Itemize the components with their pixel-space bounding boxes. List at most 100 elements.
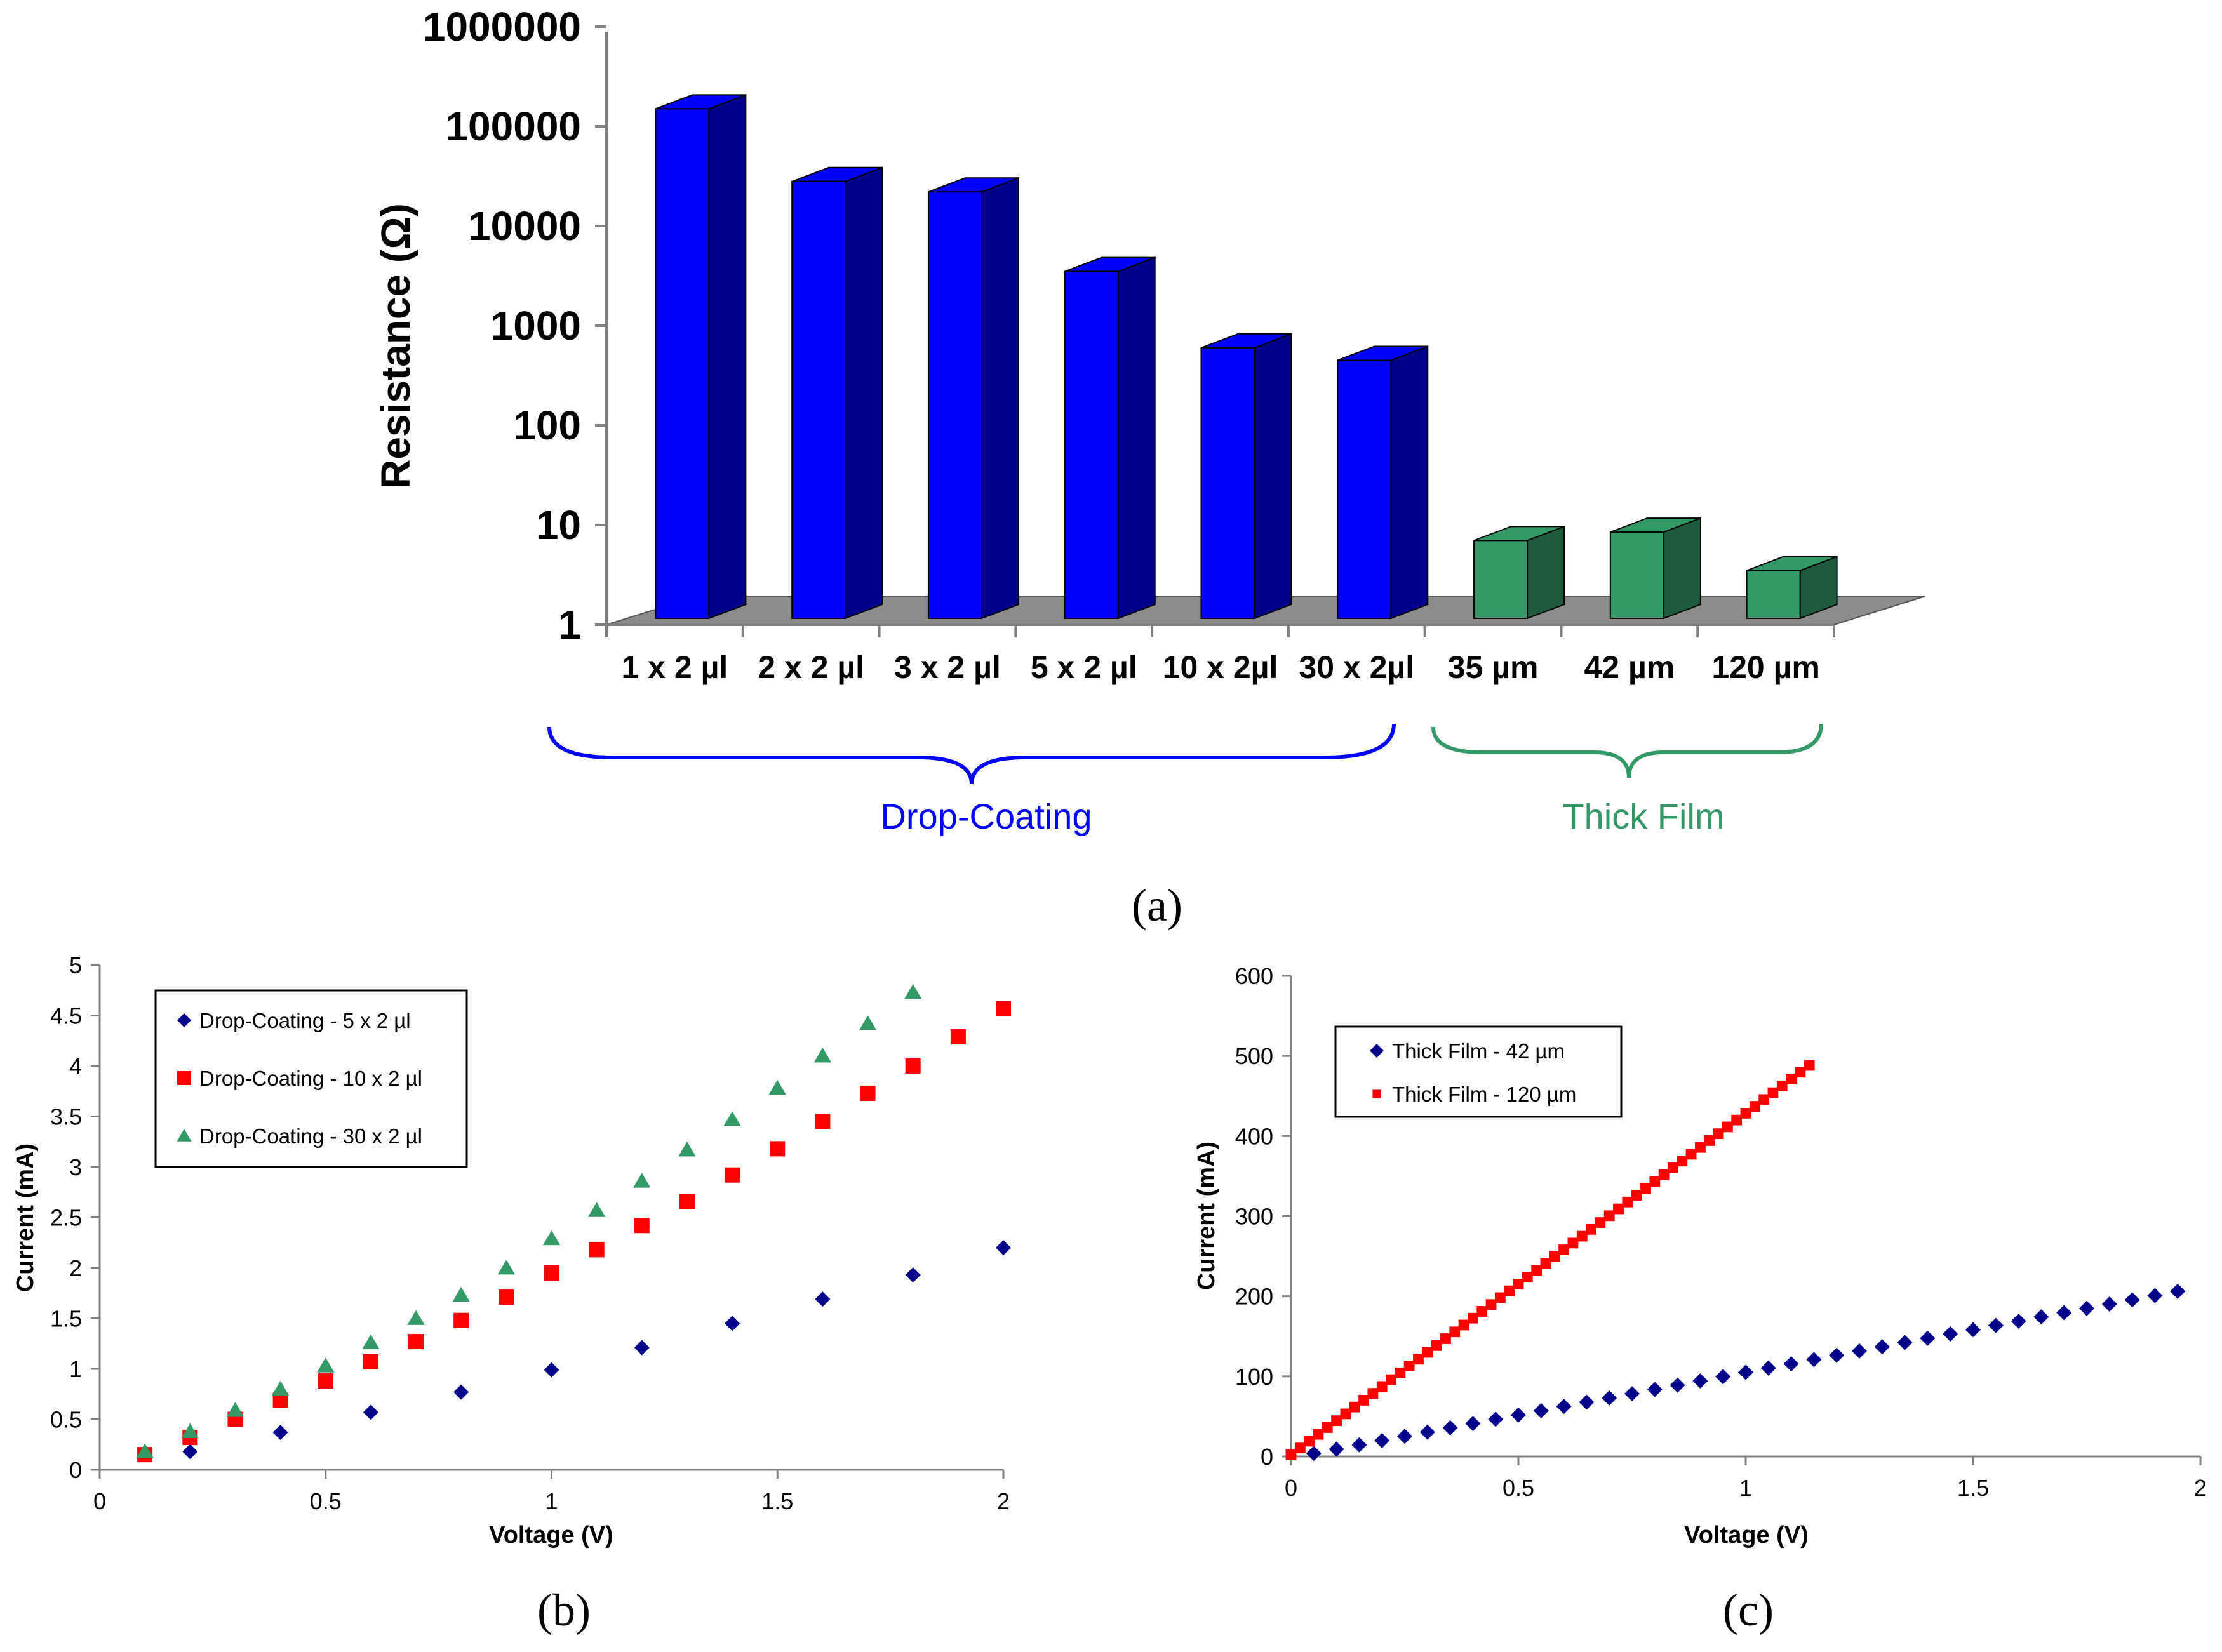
- category-label: 10 x 2µl: [1163, 649, 1278, 685]
- data-point: [1558, 1244, 1569, 1256]
- data-point: [1442, 1420, 1458, 1436]
- x-tick-marks: [605, 625, 1835, 637]
- data-point: [408, 1334, 424, 1350]
- data-point: [1897, 1335, 1913, 1350]
- y-axis-title: Current (mA): [1193, 1142, 1220, 1290]
- data-point: [1685, 1149, 1697, 1160]
- drop-coating-label: Drop-Coating: [880, 796, 1092, 836]
- data-point: [1586, 1223, 1596, 1235]
- x-tick-label: 2: [2194, 1475, 2207, 1501]
- data-point: [317, 1357, 335, 1373]
- x-axis-title: Voltage (V): [1684, 1522, 1809, 1549]
- data-point: [1476, 1306, 1488, 1317]
- data-point: [1786, 1074, 1797, 1084]
- legend: Drop-Coating - 5 x 2 µl Drop-Coating - 10…: [154, 989, 468, 1168]
- bar: [1609, 517, 1701, 620]
- legend-label: Drop-Coating - 10 x 2 µl: [199, 1067, 422, 1090]
- bar-front: [1746, 570, 1801, 619]
- bar-side: [980, 177, 1019, 620]
- data-point: [1829, 1347, 1845, 1363]
- category-label: 5 x 2 µl: [1031, 649, 1137, 685]
- panel-label-a: (a): [1132, 880, 1182, 931]
- data-point: [1413, 1354, 1424, 1365]
- bar: [791, 166, 883, 620]
- bar: [1064, 256, 1156, 620]
- bar-front: [1064, 270, 1119, 620]
- data-point: [271, 1380, 290, 1396]
- data-point: [1965, 1322, 1981, 1338]
- data-point: [1631, 1190, 1642, 1201]
- data-point: [177, 1129, 192, 1142]
- data-point: [182, 1444, 198, 1460]
- y-axis-title: Resistance (Ω): [373, 203, 418, 489]
- data-point: [499, 1289, 514, 1305]
- data-point: [2124, 1292, 2140, 1308]
- data-point: [1449, 1326, 1461, 1338]
- data-point: [177, 1071, 191, 1085]
- data-point: [1677, 1156, 1688, 1167]
- category-label: 3 x 2 µl: [894, 649, 1001, 685]
- data-point: [1329, 1441, 1344, 1457]
- y-tick-label: 2.5: [50, 1205, 82, 1231]
- data-point: [1852, 1343, 1867, 1359]
- data-point: [362, 1334, 380, 1350]
- series: [137, 1001, 1011, 1463]
- legend-label: Thick Film - 42 µm: [1392, 1039, 1565, 1063]
- series: [1285, 1060, 1815, 1460]
- y-tick-label: 100000: [445, 103, 581, 149]
- bar-front: [791, 180, 847, 619]
- data-point: [1783, 1356, 1799, 1372]
- data-point: [226, 1402, 244, 1417]
- y-tick-label: 500: [1235, 1043, 1273, 1069]
- bar: [655, 93, 747, 620]
- data-point: [1540, 1258, 1551, 1269]
- data-point: [544, 1265, 559, 1281]
- bar-front: [927, 191, 982, 619]
- data-point: [2101, 1296, 2117, 1312]
- bar-front: [1337, 359, 1392, 619]
- bar-front: [1609, 531, 1664, 620]
- y-tick-label: 5: [69, 952, 82, 978]
- x-tick-label: 0: [93, 1488, 106, 1514]
- drop-coating-iv-chart: 0 0.5 1 1.5 2 2.5 3 3.5 4 4.5 5 0 0.5 1 1.5 2 Voltage …: [12, 952, 1011, 1635]
- bar-side: [1390, 345, 1429, 620]
- category-label: 30 x 2µl: [1299, 649, 1414, 685]
- y-tick-labels: 0 100 200 300 400 500 600: [1235, 963, 1273, 1470]
- bar: [927, 177, 1019, 620]
- data-point: [181, 1423, 199, 1438]
- data-point: [859, 1015, 877, 1030]
- bar-side: [708, 93, 747, 620]
- data-point: [1613, 1203, 1624, 1215]
- data-point: [996, 1001, 1011, 1016]
- data-point: [1494, 1292, 1506, 1303]
- category-label: 35 µm: [1448, 649, 1539, 685]
- thick-film-iv-chart: 0 100 200 300 400 500 600 0 0.5 1 1.5 2 Voltage (V…: [1193, 963, 2207, 1635]
- data-point: [589, 1242, 605, 1258]
- data-point: [1713, 1128, 1724, 1140]
- data-point: [1422, 1347, 1433, 1358]
- bar: [1746, 556, 1838, 620]
- x-tick-labels: 0 0.5 1 1.5 2: [93, 1488, 1010, 1514]
- category-label: 2 x 2 µl: [758, 649, 864, 685]
- data-point: [1306, 1446, 1322, 1462]
- y-tick-label: 3.5: [50, 1104, 82, 1130]
- x-tick-label: 0.5: [1503, 1475, 1534, 1501]
- data-point: [2011, 1313, 2026, 1329]
- data-point: [453, 1384, 469, 1400]
- bar: [1473, 525, 1565, 620]
- data-points: [1285, 1060, 2186, 1462]
- data-point: [1603, 1210, 1615, 1222]
- data-point: [453, 1312, 469, 1328]
- x-axis-title: Voltage (V): [489, 1522, 613, 1549]
- y-tick-label: 1000000: [423, 4, 581, 50]
- data-point: [1386, 1374, 1396, 1385]
- data-point: [452, 1286, 470, 1302]
- data-point: [363, 1354, 378, 1369]
- y-tick-label: 2: [69, 1255, 82, 1281]
- y-tick-label: 10: [536, 502, 581, 548]
- y-tick-label: 400: [1235, 1123, 1273, 1149]
- tick-marks: [91, 964, 1005, 1479]
- y-tick-label: 0: [69, 1457, 82, 1483]
- data-point: [1649, 1176, 1661, 1187]
- y-tick-label: 300: [1235, 1204, 1273, 1230]
